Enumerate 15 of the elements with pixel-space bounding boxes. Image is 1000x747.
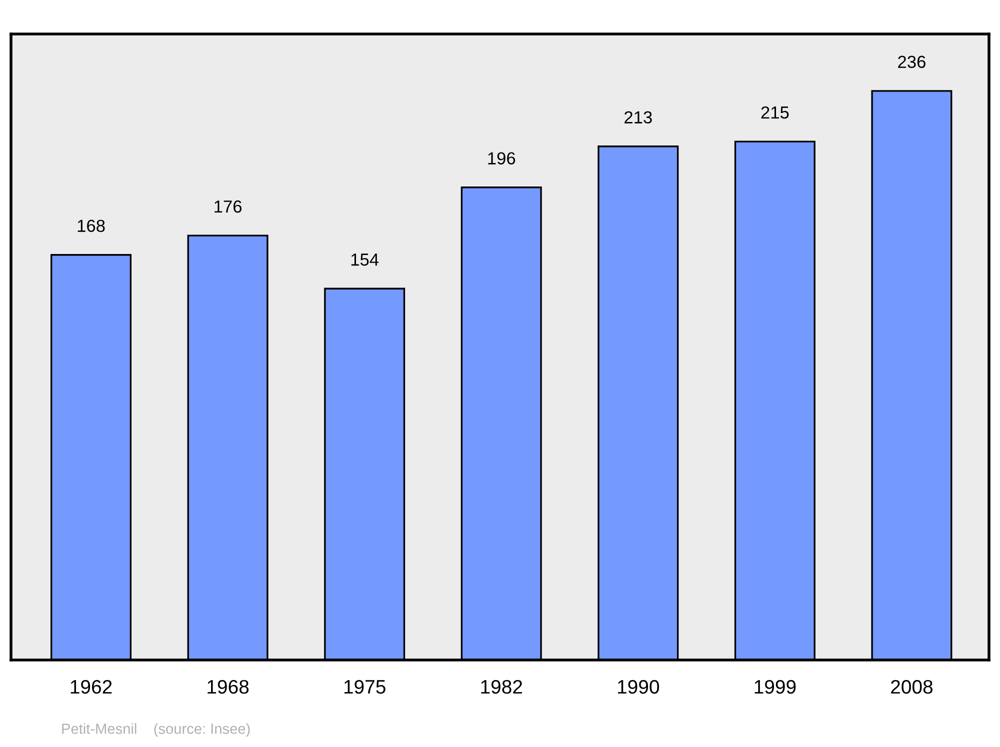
data-label: 176	[214, 200, 242, 213]
x-tick-label: 1982	[481, 680, 522, 694]
data-label: 168	[78, 220, 105, 232]
x-tick-label: 1975	[344, 680, 386, 694]
data-label: 196	[488, 152, 516, 164]
x-tick-label: 1990	[618, 680, 660, 694]
x-tick-label: 1962	[70, 680, 112, 694]
x-tick-label: 1968	[208, 680, 249, 694]
data-label: 154	[351, 254, 379, 266]
data-label: 213	[624, 111, 652, 124]
data-label: 236	[898, 56, 926, 68]
data-label: 215	[761, 106, 789, 119]
text: Petit-Mesnil (source: Insee)	[62, 723, 250, 737]
x-tick-label: 1999	[754, 680, 796, 694]
x-tick-label: 2008	[891, 680, 932, 694]
